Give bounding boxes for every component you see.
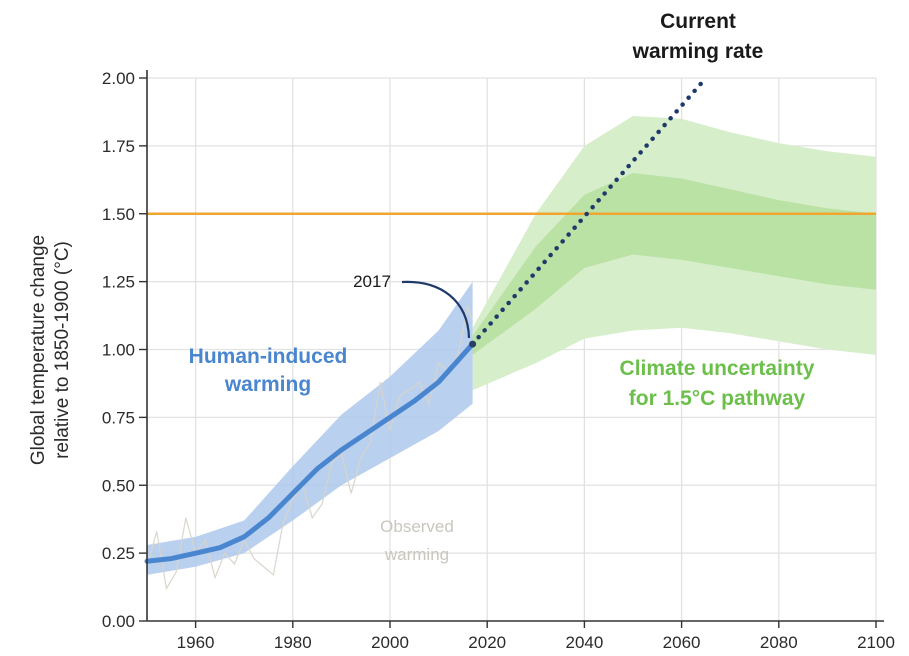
axis-layer: 0.00 0.25 0.50 0.75 1.00 1.25 1.50 1.75 2.00 1960… [28,69,895,652]
x-tick-label: 2100 [857,633,895,652]
x-tick-label: 2040 [565,633,603,652]
year-2017-callout-arrow [401,280,471,339]
x-tick-label: 2000 [371,633,409,652]
y-tick-label: 1.00 [102,341,135,360]
y-tick-label: 0.50 [102,476,135,495]
y-tick-label: 0.25 [102,544,135,563]
y-axis-label: Global temperature change relative to 185… [28,235,73,465]
climate-uncertainty-label-line: Climate uncertainty [620,357,815,380]
line-layer [144,75,876,564]
y-tick-label: 1.75 [102,137,135,156]
year-2017-label: 2017 [353,272,391,291]
current-warming-rate-label: Current warming rate [632,10,764,63]
y-tick-label: 1.50 [102,205,135,224]
x-tick-label: 2080 [760,633,798,652]
human-induced-warming-label: Human-induced warming [189,345,348,396]
band-layer [147,116,876,575]
current-warming-rate-label-line: warming rate [632,40,764,63]
observed-layer [146,305,474,591]
y-axis-label-line: Global temperature change [28,235,49,465]
x-tick-label: 1980 [274,633,312,652]
y-tick-label: 1.25 [102,273,135,292]
current-warming-rate-label-line: Current [660,10,736,33]
observed-warming-label-line: Observed [380,517,454,536]
y-tick-label: 2.00 [102,69,135,88]
climate-uncertainty-label-line: for 1.5°C pathway [629,387,806,410]
pathway-inner-band [472,173,876,355]
y-tick-label: 0.00 [102,612,135,631]
climate-uncertainty-label: Climate uncertainty for 1.5°C pathway [620,357,815,410]
y-tick-label: 0.75 [102,408,135,427]
x-tick-label: 2060 [663,633,701,652]
observed-warming-line [146,305,474,591]
human-induced-warming-label-line: warming [224,373,311,396]
x-tick-label: 2020 [468,633,506,652]
y-axis-label-line: relative to 1850-1900 (°C) [52,241,73,459]
observed-warming-label: Observed warming [380,517,454,564]
human-induced-warming-label-line: Human-induced [189,345,348,368]
human-induced-warming-line [144,341,476,564]
marker-2017 [469,340,477,348]
annotation-layer: Current warming rate 2017 Human-induced warm… [189,10,815,564]
x-tick-label: 1960 [177,633,215,652]
human-induced-band [147,281,473,575]
observed-warming-label-line: warming [384,545,449,564]
